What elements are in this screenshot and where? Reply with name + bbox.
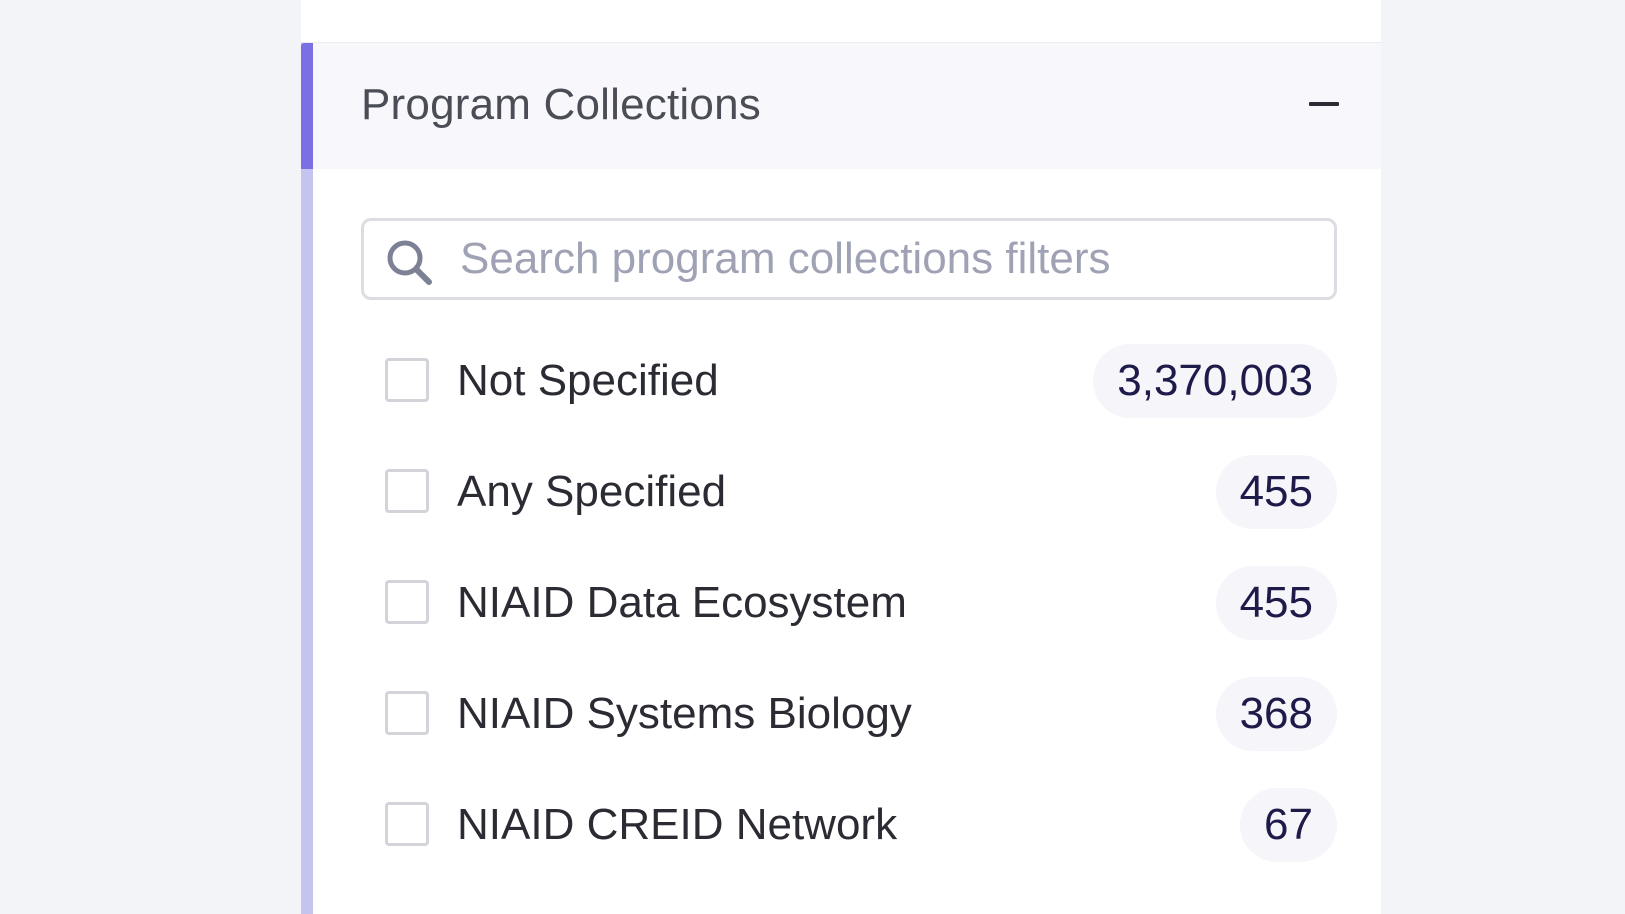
minus-icon[interactable] bbox=[1305, 85, 1345, 125]
filter-label: Any Specified bbox=[457, 467, 727, 516]
checkbox[interactable] bbox=[385, 358, 429, 402]
section-accent-bar-active bbox=[301, 43, 313, 169]
count-badge: 3,370,003 bbox=[1093, 344, 1337, 418]
filter-row-any-specified[interactable]: Any Specified 455 bbox=[361, 455, 1337, 531]
count-badge: 455 bbox=[1215, 566, 1337, 640]
search-icon bbox=[387, 240, 432, 285]
filter-row-niaid-data-ecosystem[interactable]: NIAID Data Ecosystem 455 bbox=[361, 566, 1337, 642]
search-input[interactable] bbox=[460, 227, 1320, 291]
checkbox[interactable] bbox=[385, 469, 429, 513]
filter-row-niaid-creid-network[interactable]: NIAID CREID Network 67 bbox=[361, 788, 1337, 864]
count-badge: 455 bbox=[1215, 455, 1337, 529]
section-accent-bar bbox=[301, 43, 313, 914]
program-collections-header[interactable]: Program Collections bbox=[313, 43, 1381, 169]
checkbox[interactable] bbox=[385, 802, 429, 846]
filter-label: NIAID CREID Network bbox=[457, 800, 898, 849]
search-box[interactable] bbox=[361, 218, 1337, 300]
count-badge: 368 bbox=[1215, 677, 1337, 751]
filter-label: Not Specified bbox=[457, 356, 719, 405]
filter-label: NIAID Data Ecosystem bbox=[457, 578, 907, 627]
section-title: Program Collections bbox=[361, 80, 761, 129]
previous-section-area bbox=[301, 0, 1381, 43]
filter-row-niaid-systems-biology[interactable]: NIAID Systems Biology 368 bbox=[361, 677, 1337, 753]
checkbox[interactable] bbox=[385, 691, 429, 735]
filter-row-not-specified[interactable]: Not Specified 3,370,003 bbox=[361, 344, 1337, 420]
checkbox[interactable] bbox=[385, 580, 429, 624]
filter-label: NIAID Systems Biology bbox=[457, 689, 912, 738]
count-badge: 67 bbox=[1240, 788, 1337, 862]
